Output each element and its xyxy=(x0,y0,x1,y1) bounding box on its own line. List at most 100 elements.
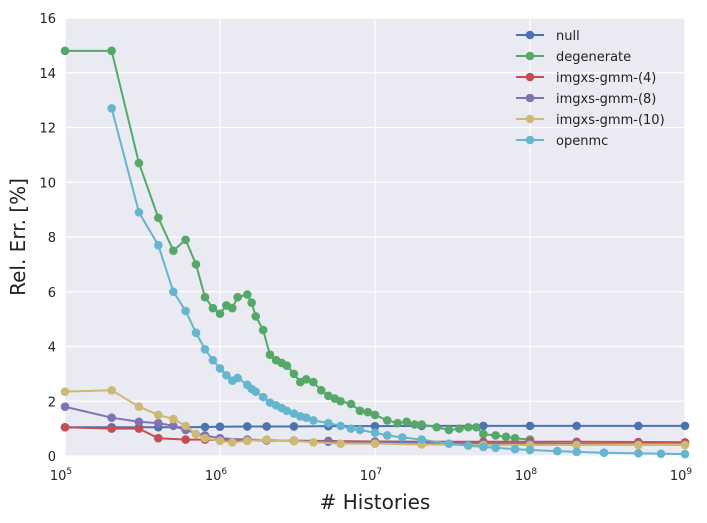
data-point xyxy=(301,413,311,422)
legend-label: degenerate xyxy=(556,50,631,65)
legend-item: degenerate xyxy=(516,50,631,65)
data-point xyxy=(107,46,116,56)
x-tick-label: 105 xyxy=(50,467,72,484)
data-point xyxy=(402,417,411,427)
y-tick-label: 0 xyxy=(48,450,56,465)
series-1 xyxy=(60,46,535,444)
data-point xyxy=(324,418,333,428)
data-point xyxy=(181,306,190,316)
data-point xyxy=(169,421,178,431)
data-point xyxy=(215,422,225,432)
x-tick-exponent: 6 xyxy=(221,467,227,477)
data-point xyxy=(60,422,70,432)
legend-item: null xyxy=(516,29,580,44)
data-point xyxy=(370,421,380,431)
data-point xyxy=(282,361,292,370)
data-point xyxy=(309,416,318,425)
data-point xyxy=(455,424,464,433)
x-tick-base: 10 xyxy=(360,469,377,484)
data-point xyxy=(382,431,392,440)
data-point xyxy=(134,402,144,412)
data-point xyxy=(301,375,311,384)
data-point xyxy=(233,292,242,302)
data-point xyxy=(60,402,70,412)
data-point xyxy=(154,410,163,420)
legend-swatch-marker xyxy=(525,135,535,145)
data-point xyxy=(134,158,144,168)
data-point xyxy=(154,433,163,443)
series-layer xyxy=(60,46,690,459)
grid-lines xyxy=(64,17,686,457)
data-point xyxy=(200,422,210,432)
y-tick-label: 14 xyxy=(39,67,56,82)
legend-item: openmc xyxy=(516,134,608,149)
data-point xyxy=(572,440,581,450)
data-point xyxy=(251,387,261,396)
data-point xyxy=(324,437,333,447)
data-point xyxy=(107,104,116,113)
x-tick-base: 10 xyxy=(515,469,532,484)
data-point xyxy=(336,439,345,448)
data-point xyxy=(169,414,178,424)
data-point xyxy=(200,433,210,443)
y-tick-label: 2 xyxy=(48,395,56,410)
data-point xyxy=(134,208,144,217)
data-point xyxy=(60,46,70,56)
data-point xyxy=(154,240,163,250)
data-point xyxy=(355,425,365,435)
data-point xyxy=(370,410,380,420)
data-point xyxy=(154,213,163,223)
legend-item: imgxs-gmm-(4) xyxy=(516,71,656,86)
data-point xyxy=(634,448,643,458)
data-point xyxy=(169,246,178,255)
data-point xyxy=(346,399,356,409)
data-point xyxy=(336,396,345,406)
data-point xyxy=(634,440,643,450)
x-tick-base: 10 xyxy=(50,469,67,484)
data-point xyxy=(191,429,201,439)
data-point xyxy=(510,433,520,443)
data-point xyxy=(510,444,520,454)
data-point xyxy=(215,364,225,373)
data-point xyxy=(289,436,299,446)
data-point xyxy=(479,442,488,452)
data-point xyxy=(134,417,144,427)
data-point xyxy=(154,418,163,428)
data-point xyxy=(370,439,380,448)
y-tick-label: 8 xyxy=(48,231,56,246)
data-point xyxy=(289,422,299,431)
data-point xyxy=(60,387,70,396)
x-tick-base: 10 xyxy=(670,469,687,484)
data-point xyxy=(491,443,500,453)
data-point xyxy=(464,422,473,432)
data-point xyxy=(309,438,318,447)
data-point xyxy=(444,425,454,435)
legend-item: imgxs-gmm-(10) xyxy=(516,113,665,128)
data-point xyxy=(417,435,426,444)
data-point xyxy=(134,424,144,433)
data-point xyxy=(525,421,535,431)
x-tick-label: 106 xyxy=(205,467,228,484)
data-point xyxy=(222,370,231,380)
data-point xyxy=(479,429,488,439)
data-point xyxy=(247,298,256,308)
data-point xyxy=(444,439,454,448)
data-point xyxy=(181,435,190,444)
data-point xyxy=(208,355,218,365)
y-tick-label: 16 xyxy=(39,12,56,27)
data-point xyxy=(479,421,488,431)
data-point xyxy=(258,392,268,402)
data-point xyxy=(382,416,392,425)
legend-label: openmc xyxy=(556,134,608,149)
y-tick-label: 12 xyxy=(39,122,56,137)
data-point xyxy=(417,420,426,429)
data-point xyxy=(336,421,345,431)
data-point xyxy=(242,290,252,299)
data-point xyxy=(309,377,318,387)
data-point xyxy=(599,448,609,458)
data-point xyxy=(200,292,210,302)
x-tick-exponent: 5 xyxy=(66,467,72,477)
data-point xyxy=(242,422,252,431)
data-point xyxy=(215,436,225,446)
data-point xyxy=(680,449,690,459)
